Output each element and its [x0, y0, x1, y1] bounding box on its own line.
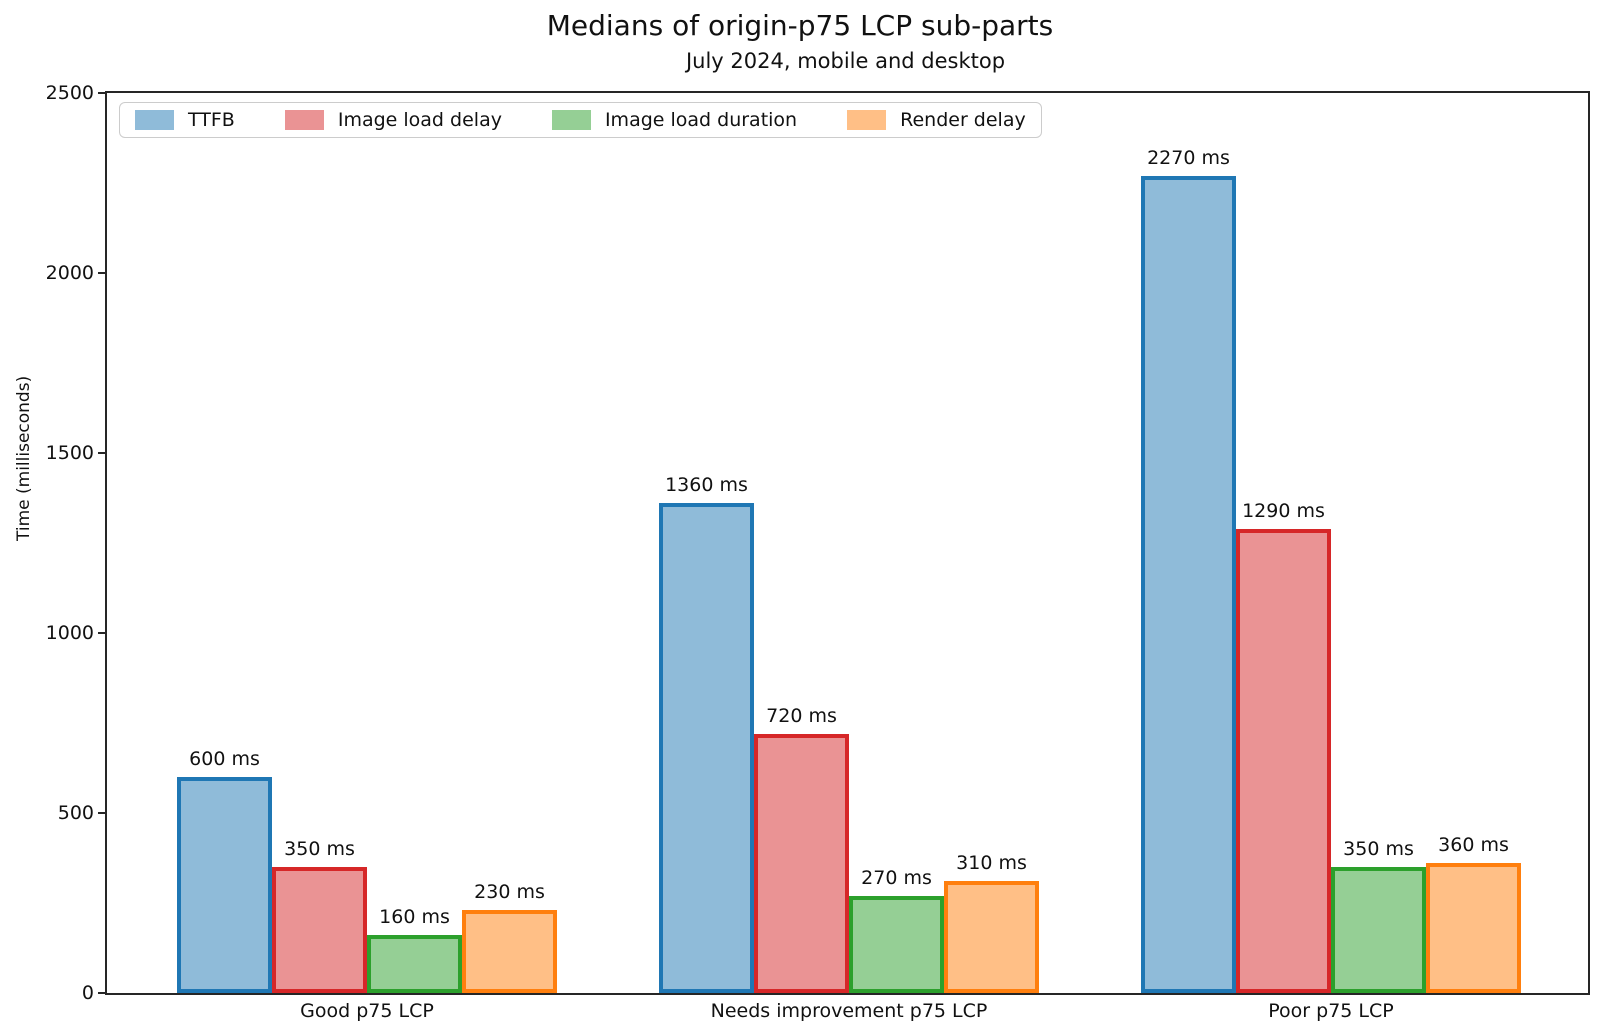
- chart-subtitle: July 2024, mobile and desktop: [685, 49, 1006, 73]
- bar-value-label: 270 ms: [861, 866, 932, 889]
- bar: [1141, 175, 1236, 993]
- bar-slot: 720 ms: [754, 93, 849, 993]
- bar: [754, 733, 849, 993]
- x-axis-category-label: Good p75 LCP: [300, 1000, 434, 1022]
- bar: [1236, 528, 1331, 993]
- bar-value-label: 310 ms: [956, 852, 1027, 875]
- bar-value-label: 350 ms: [284, 838, 355, 860]
- bar-slot: 360 ms: [1426, 93, 1521, 993]
- bar: [177, 777, 272, 993]
- legend-item: TTFB: [135, 109, 235, 131]
- bar-slot: 2270 ms: [1141, 93, 1236, 993]
- bar-value-label: 720 ms: [766, 704, 837, 727]
- y-axis-tick-label: 0: [81, 981, 94, 1004]
- legend-label: Image load delay: [337, 109, 502, 131]
- bar-value-label: 350 ms: [1343, 838, 1414, 860]
- y-axis-tick: 500: [58, 802, 107, 824]
- bar: [944, 881, 1039, 993]
- bar-value-label: 1360 ms: [665, 474, 748, 497]
- legend-item: Image load delay: [284, 109, 502, 131]
- y-axis-tick: 2000: [46, 262, 107, 284]
- plot-area: 0 500 1000 1500 2000 2500 600 ms 350 ms 160 ms 2…: [46, 82, 1590, 1022]
- legend-label: Render delay: [900, 109, 1026, 131]
- y-axis-tick-mark: [98, 631, 107, 634]
- bar-value-label: 230 ms: [474, 881, 545, 904]
- y-axis-tick-mark: [98, 811, 107, 814]
- legend-swatch: [135, 110, 174, 130]
- bar-value-label: 160 ms: [379, 906, 450, 929]
- y-axis-tick-label: 2000: [45, 261, 94, 284]
- y-axis-tick-mark: [98, 91, 107, 94]
- bar: [1331, 867, 1426, 993]
- bar-value-label: 1290 ms: [1242, 499, 1325, 522]
- legend: TTFB Image load delay Image load duration R…: [119, 102, 1042, 138]
- y-axis-tick-mark: [98, 271, 107, 274]
- legend-item: Render delay: [847, 109, 1026, 131]
- y-axis-tick: 0: [82, 982, 107, 1004]
- bar-slot: 350 ms: [272, 93, 367, 993]
- y-axis-tick-label: 1500: [45, 441, 94, 464]
- bar: [272, 867, 367, 993]
- legend-label: Image load duration: [604, 109, 798, 131]
- bar-value-label: 600 ms: [189, 748, 260, 770]
- x-axis-category-label: Poor p75 LCP: [1268, 1000, 1394, 1022]
- y-axis-label: Time (milliseconds): [14, 375, 34, 541]
- bar-slot: 350 ms: [1331, 93, 1426, 993]
- bar-value-label: 360 ms: [1438, 834, 1509, 857]
- y-axis-tick: 1500: [46, 442, 107, 464]
- y-axis-tick: 1000: [46, 622, 107, 644]
- bar-slot: 230 ms: [462, 93, 557, 993]
- bar-slot: 160 ms: [367, 93, 462, 993]
- y-axis-tick: 2500: [46, 82, 107, 104]
- y-axis-tick-label: 2500: [45, 81, 94, 104]
- y-axis-tick-label: 500: [57, 801, 94, 824]
- bar-group: 2270 ms 1290 ms 350 ms 360 ms: [1141, 93, 1521, 993]
- y-axis-tick-label: 1000: [45, 621, 94, 644]
- chart-title: Medians of origin-p75 LCP sub-parts: [546, 9, 1054, 42]
- bar-slot: 600 ms: [177, 93, 272, 993]
- bar-group: 600 ms 350 ms 160 ms 230 ms: [177, 93, 557, 993]
- bar-group: 1360 ms 720 ms 270 ms 310 ms: [659, 93, 1039, 993]
- bar-slot: 1360 ms: [659, 93, 754, 993]
- bar: [462, 910, 557, 993]
- bar-slot: 1290 ms: [1236, 93, 1331, 993]
- x-axis-category-label: Needs improvement p75 LCP: [710, 1000, 988, 1022]
- bar-slot: 310 ms: [944, 93, 1039, 993]
- bar: [367, 935, 462, 993]
- y-axis-tick-mark: [98, 451, 107, 454]
- legend-item: Image load duration: [551, 109, 798, 131]
- legend-swatch: [551, 110, 591, 130]
- y-axis-tick-mark: [98, 991, 107, 994]
- legend-label: TTFB: [188, 109, 235, 131]
- bar-value-label: 2270 ms: [1147, 146, 1230, 169]
- bar-slot: 270 ms: [849, 93, 944, 993]
- bar: [659, 503, 754, 993]
- legend-swatch: [847, 110, 887, 130]
- bar: [1426, 863, 1521, 993]
- legend-swatch: [284, 110, 324, 130]
- bar: [849, 895, 944, 993]
